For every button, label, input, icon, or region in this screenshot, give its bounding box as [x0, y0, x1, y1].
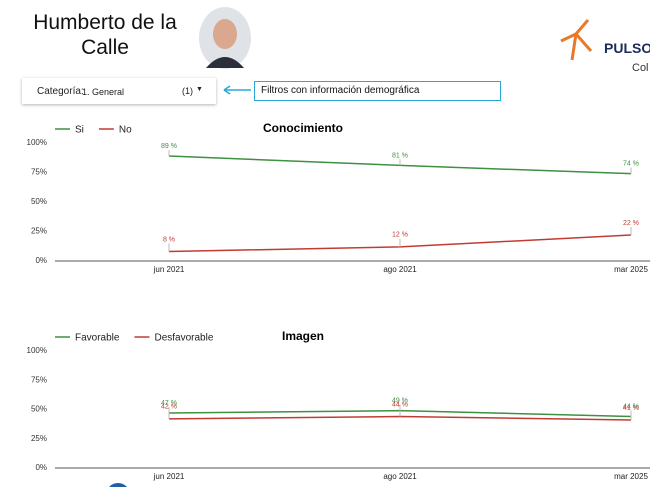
legend-label: No — [119, 125, 132, 136]
y-tick-label: 75% — [31, 375, 47, 384]
filter-label: Categoría: — [37, 86, 84, 97]
legend-label: Desfavorable — [154, 333, 213, 344]
y-tick-label: 100% — [27, 138, 47, 147]
y-tick-label: 0% — [35, 256, 47, 265]
y-tick-label: 50% — [31, 197, 47, 206]
x-tick-label: jun 2021 — [153, 472, 185, 481]
chart-title: Imagen — [282, 329, 324, 343]
value-label: 49 % — [392, 398, 408, 405]
value-label: 47 % — [161, 400, 177, 407]
value-label: 89 % — [161, 143, 177, 150]
y-tick-label: 50% — [31, 405, 47, 414]
x-tick-label: jun 2021 — [153, 265, 185, 274]
y-tick-label: 75% — [31, 168, 47, 177]
logo-text: PULSO — [604, 40, 650, 56]
value-label: 22 % — [623, 220, 639, 227]
value-label: 81 % — [392, 152, 408, 159]
category-filter[interactable]: Categoría: 1. General (1) ▼ — [22, 78, 216, 104]
series-line — [168, 415, 632, 421]
dropdown-arrow[interactable]: ▼ — [196, 86, 203, 93]
decor — [109, 483, 127, 487]
value-label: 8 % — [163, 236, 175, 243]
value-label: 12 % — [392, 232, 408, 239]
filter-value: 1. General — [82, 87, 125, 97]
y-tick-label: 25% — [31, 434, 47, 443]
y-tick-label: 25% — [31, 227, 47, 236]
value-label: 44 % — [392, 401, 408, 408]
logo-mark — [560, 19, 593, 61]
value-label: 74 % — [623, 161, 639, 168]
legend-label: Favorable — [75, 333, 120, 344]
value-label: 42 % — [161, 404, 177, 411]
value-label: 41 % — [623, 405, 639, 412]
x-tick-label: ago 2021 — [383, 265, 417, 274]
x-tick-label: mar 2025 — [614, 265, 648, 274]
x-tick-label: mar 2025 — [614, 472, 648, 481]
x-tick-label: ago 2021 — [383, 472, 417, 481]
legend-label: Si — [75, 125, 84, 136]
page-title: Humberto de la Calle — [33, 11, 177, 59]
value-label: 44 % — [623, 403, 639, 410]
y-tick-label: 0% — [35, 463, 47, 472]
filter-note: Filtros con información demográfica — [254, 81, 501, 101]
logo-subtext: Col — [632, 62, 649, 74]
y-tick-label: 100% — [27, 346, 47, 355]
filter-count: (1) — [182, 86, 193, 96]
photo — [199, 7, 251, 69]
arrow — [223, 85, 251, 95]
chart-title: Conocimiento — [263, 121, 343, 135]
